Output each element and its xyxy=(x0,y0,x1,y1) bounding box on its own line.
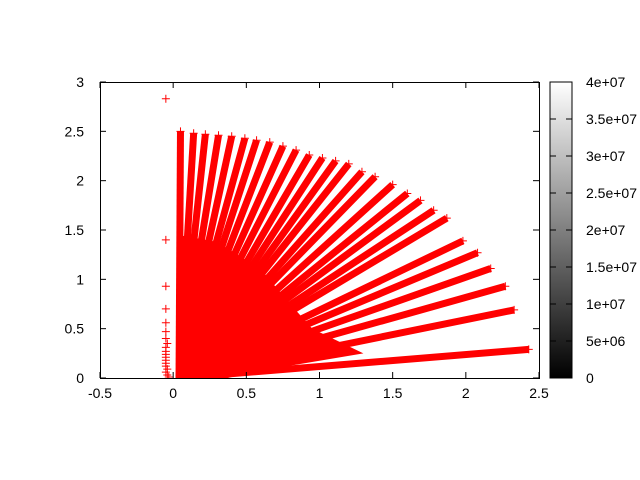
y-tick-label: 0 xyxy=(76,370,84,386)
colorbar-tick-label: 2.5e+07 xyxy=(586,185,637,201)
data-point xyxy=(442,214,451,223)
data-ray-25 xyxy=(178,305,519,378)
data-point xyxy=(510,305,519,314)
data-point xyxy=(201,130,210,139)
data-point xyxy=(486,264,495,273)
data-ray-26 xyxy=(178,345,533,378)
colorbar-tick-label: 4e+07 xyxy=(586,74,626,90)
data-point xyxy=(344,159,353,168)
data-point xyxy=(227,132,236,141)
colorbar-tick-label: 2e+07 xyxy=(586,222,626,238)
data-ray-20 xyxy=(177,214,451,378)
data-point xyxy=(429,206,438,215)
data-point-isolated-5 xyxy=(161,327,170,336)
data-point-isolated-1 xyxy=(161,235,170,244)
data-point xyxy=(265,138,274,147)
data-point xyxy=(458,236,467,245)
data-point xyxy=(371,172,380,181)
data-point xyxy=(176,127,185,136)
data-point-isolated-17 xyxy=(163,371,172,378)
y-tick-label: 1 xyxy=(76,271,84,287)
y-axis: 0 0.5 1 1.5 2 2.5 3 xyxy=(65,74,539,386)
data-point xyxy=(416,196,425,205)
data-point-isolated-6 xyxy=(161,334,170,343)
y-tick-label: 0.5 xyxy=(65,321,85,337)
x-tick-label: 2.5 xyxy=(529,385,549,401)
data-point xyxy=(189,129,198,138)
data-point xyxy=(214,131,223,140)
x-tick-label: 0 xyxy=(169,385,177,401)
colorbar-tick-label: 3e+07 xyxy=(586,148,626,164)
colorbar-tick-label: 1e+07 xyxy=(586,296,626,312)
data-point-isolated-0 xyxy=(161,94,170,103)
x-tick-label: 1.5 xyxy=(383,385,403,401)
data-ray-24 xyxy=(178,282,510,378)
data-point xyxy=(292,146,301,155)
x-tick-label: 1 xyxy=(316,385,324,401)
x-tick-label: 0.5 xyxy=(237,385,257,401)
data-point xyxy=(305,151,314,160)
data-point-isolated-7 xyxy=(163,339,172,348)
data-point xyxy=(318,153,327,162)
colorbar-tick-label: 3.5e+07 xyxy=(586,111,637,127)
data-point xyxy=(252,136,261,145)
colorbar-tick-label: 1.5e+07 xyxy=(586,259,637,275)
data-point-isolated-18 xyxy=(164,373,173,378)
data-point xyxy=(524,345,533,354)
data-point xyxy=(240,134,249,143)
x-tick-label: 2 xyxy=(462,385,470,401)
data-point-isolated-4 xyxy=(161,318,170,327)
data-point xyxy=(403,189,412,198)
data-point-isolated-3 xyxy=(161,304,170,313)
data-point xyxy=(388,180,397,189)
y-tick-label: 1.5 xyxy=(65,222,85,238)
data-ray-23 xyxy=(177,264,495,378)
colorbar-tick-label: 5e+06 xyxy=(586,333,626,349)
x-tick-label: -0.5 xyxy=(88,385,112,401)
colorbar-axis: 0 5e+06 1e+07 1.5e+07 2e+07 2.5e+07 3e+07 3.5e+… xyxy=(550,74,637,386)
x-axis: -0.5 0 0.5 1 1.5 2 2.5 xyxy=(88,82,549,401)
data-point xyxy=(331,156,340,165)
colorbar-tick-label: 0 xyxy=(586,370,594,386)
data-point xyxy=(278,142,287,151)
data-point xyxy=(501,282,510,291)
data-layer xyxy=(161,94,533,378)
y-tick-label: 3 xyxy=(76,74,84,90)
data-point xyxy=(473,248,482,257)
y-tick-label: 2.5 xyxy=(65,123,85,139)
data-point xyxy=(357,167,366,176)
data-point-isolated-2 xyxy=(161,282,170,291)
y-tick-label: 2 xyxy=(76,173,84,189)
